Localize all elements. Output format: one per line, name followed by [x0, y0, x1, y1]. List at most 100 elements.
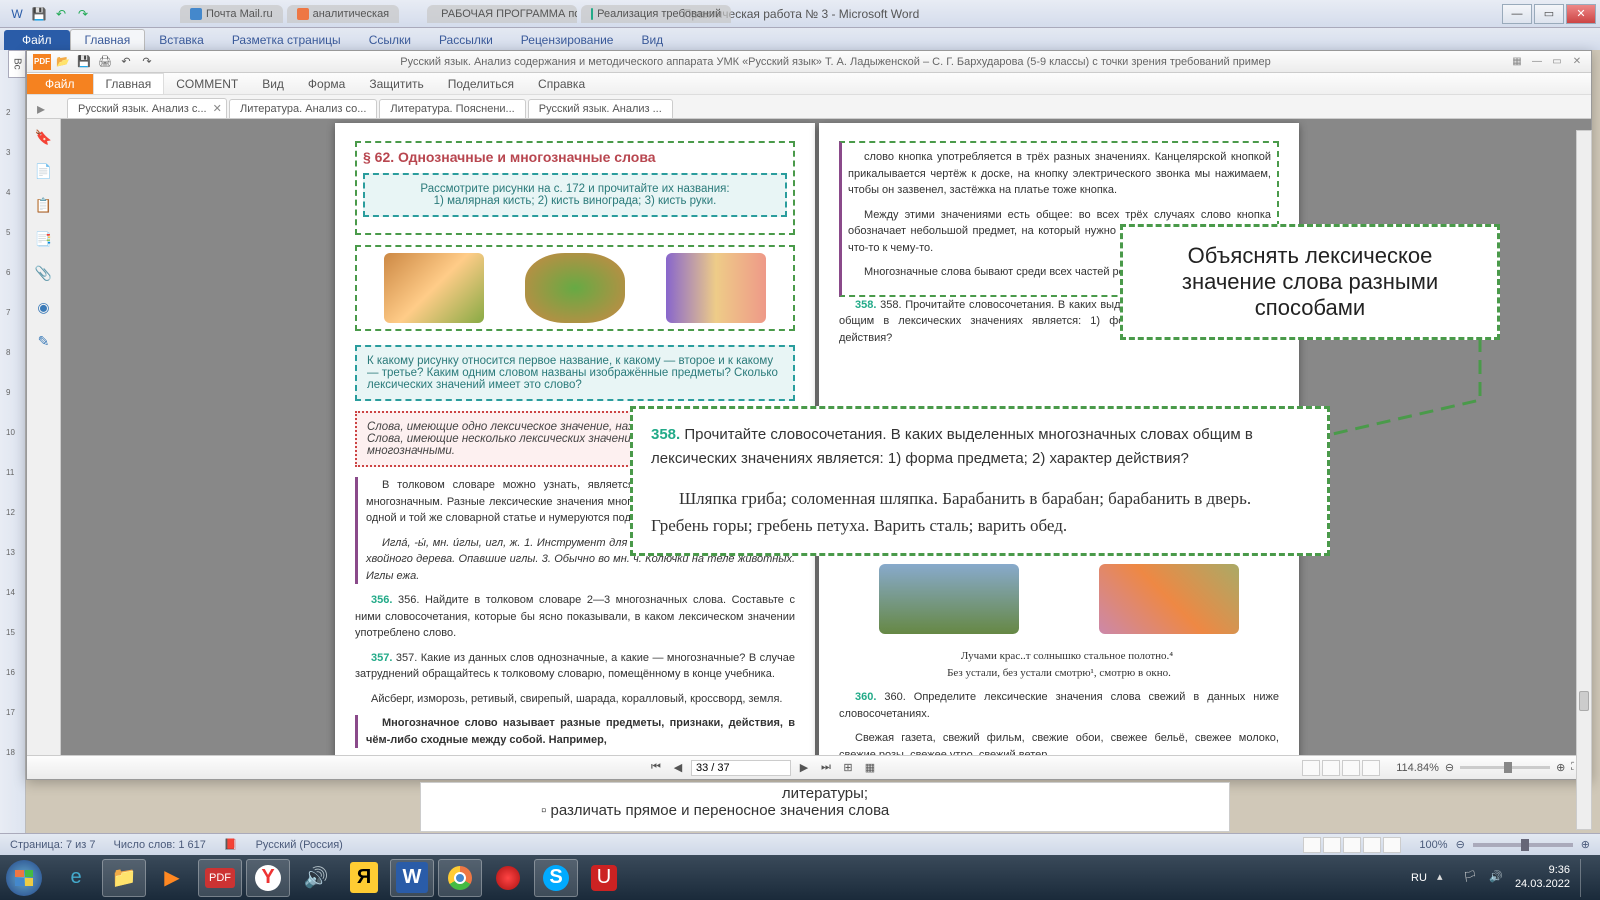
sound-icon[interactable]: 🔊 — [294, 859, 338, 897]
page-indicator[interactable]: Страница: 7 из 7 — [10, 839, 96, 851]
app-icon[interactable]: U — [582, 859, 626, 897]
word-icon[interactable]: W — [390, 859, 434, 897]
save-icon[interactable]: 💾 — [75, 54, 93, 70]
view-read[interactable] — [1323, 837, 1341, 853]
maximize-button[interactable]: ▭ — [1534, 4, 1564, 24]
zoom-out-icon[interactable]: ⊖ — [1445, 761, 1454, 774]
page-input[interactable] — [691, 760, 791, 776]
pdf-doc-tab[interactable]: Русский язык. Анализ ... — [528, 99, 673, 118]
zoom-value: 114.84% — [1396, 762, 1439, 774]
view-single[interactable] — [1302, 760, 1320, 776]
fit-icon[interactable]: ⊞ — [839, 760, 857, 776]
layout-icon[interactable]: ▦ — [1509, 55, 1525, 69]
show-desktop[interactable] — [1580, 859, 1590, 897]
pdf-tab-comment[interactable]: COMMENT — [164, 74, 250, 94]
tab-expand-icon[interactable]: ▸ — [37, 99, 45, 119]
pdf-tab-help[interactable]: Справка — [526, 74, 597, 94]
flag-icon[interactable]: 🏳 — [1463, 870, 1479, 886]
zoom-in-icon[interactable]: ⊕ — [1556, 761, 1565, 774]
date: 24.03.2022 — [1515, 878, 1570, 891]
pdf-tab-view[interactable]: Вид — [250, 74, 296, 94]
pdf-tab-file[interactable]: Файл — [27, 74, 93, 94]
pdf-tab-form[interactable]: Форма — [296, 74, 357, 94]
pdf-tab-protect[interactable]: Защитить — [357, 74, 435, 94]
pdf-icon[interactable]: PDF — [198, 859, 242, 897]
redo-icon[interactable]: ↷ — [74, 5, 92, 23]
pdf-doc-tab[interactable]: Литература. Пояснени... — [379, 99, 525, 118]
lang-indicator[interactable]: Русский (Россия) — [256, 839, 343, 851]
opera-icon[interactable] — [486, 859, 530, 897]
comments-icon[interactable]: 📑 — [34, 229, 54, 249]
print-icon[interactable]: 🖨 — [96, 54, 114, 70]
background-browser-tabs: Почта Mail.ru аналитическая РАБОЧАЯ ПРОГ… — [180, 0, 1350, 28]
pages-icon[interactable]: 📄 — [34, 161, 54, 181]
zoom-slider[interactable] — [1460, 766, 1550, 769]
pdf-tab-home[interactable]: Главная — [93, 73, 165, 94]
bookmark-icon[interactable]: 🔖 — [34, 127, 54, 147]
tray-up-icon[interactable]: ▴ — [1437, 870, 1453, 886]
open-icon[interactable]: 📂 — [54, 54, 72, 70]
pdf-tab-share[interactable]: Поделиться — [436, 74, 526, 94]
pdf-scrollbar[interactable] — [1576, 130, 1592, 830]
tab-close-icon[interactable]: ✕ — [213, 102, 222, 115]
tab-review[interactable]: Рецензирование — [507, 30, 628, 50]
clock[interactable]: 9:36 24.03.2022 — [1515, 864, 1570, 890]
pdf-close[interactable]: ✕ — [1569, 55, 1585, 69]
pdf-maximize[interactable]: ▭ — [1549, 55, 1565, 69]
ya-icon[interactable]: Я — [342, 859, 386, 897]
zoom-out-icon[interactable]: ⊖ — [1456, 838, 1465, 851]
tab-home[interactable]: Главная — [70, 29, 146, 50]
layout-icon[interactable]: ▦ — [861, 760, 879, 776]
view-cont[interactable] — [1322, 760, 1340, 776]
zoom-in-icon[interactable]: ⊕ — [1581, 838, 1590, 851]
last-page-icon[interactable]: ⏭ — [817, 760, 835, 776]
save-icon[interactable]: 💾 — [30, 5, 48, 23]
skype-icon[interactable]: S — [534, 859, 578, 897]
tab-file[interactable]: Файл — [4, 30, 70, 50]
explorer-icon[interactable]: 📁 — [102, 859, 146, 897]
word-count[interactable]: Число слов: 1 617 — [114, 839, 206, 851]
word-clipboard-peek[interactable]: Вс — [8, 50, 26, 78]
redo-icon[interactable]: ↷ — [138, 54, 156, 70]
tab-view[interactable]: Вид — [627, 30, 677, 50]
pdf-doc-title: Русский язык. Анализ содержания и методи… — [162, 56, 1509, 68]
tab-insert[interactable]: Вставка — [145, 30, 218, 50]
undo-icon[interactable]: ↶ — [52, 5, 70, 23]
close-button[interactable]: ✕ — [1566, 4, 1596, 24]
tab-layout[interactable]: Разметка страницы — [218, 30, 355, 50]
view-web[interactable] — [1343, 837, 1361, 853]
next-page-icon[interactable]: ▶ — [795, 760, 813, 776]
view-facing[interactable] — [1342, 760, 1360, 776]
first-page-icon[interactable]: ⏮ — [647, 760, 665, 776]
word-zoom[interactable]: 100% — [1419, 839, 1447, 851]
textbook-images — [355, 245, 795, 331]
pdf-doc-tab[interactable]: Русский язык. Анализ с...✕ — [67, 98, 227, 118]
yandex-icon[interactable]: Y — [246, 859, 290, 897]
undo-icon[interactable]: ↶ — [117, 54, 135, 70]
bg-tab: Реализация требований — [581, 5, 731, 23]
view-cont-facing[interactable] — [1362, 760, 1380, 776]
attach-icon[interactable]: 📎 — [34, 263, 54, 283]
start-button[interactable] — [0, 855, 48, 900]
word-zoom-slider[interactable] — [1473, 843, 1573, 847]
view-print[interactable] — [1303, 837, 1321, 853]
prev-page-icon[interactable]: ◀ — [669, 760, 687, 776]
word-list: Айсберг, изморозь, ретивый, свирепый, ша… — [355, 691, 795, 708]
view-draft[interactable] — [1383, 837, 1401, 853]
view-outline[interactable] — [1363, 837, 1381, 853]
time: 9:36 — [1515, 864, 1570, 877]
volume-icon[interactable]: 🔊 — [1489, 870, 1505, 886]
layers-icon[interactable]: 📋 — [34, 195, 54, 215]
tab-refs[interactable]: Ссылки — [355, 30, 425, 50]
minimize-button[interactable]: — — [1502, 4, 1532, 24]
sign-icon[interactable]: ✎ — [34, 331, 54, 351]
pdf-minimize[interactable]: — — [1529, 55, 1545, 69]
chrome-icon[interactable] — [438, 859, 482, 897]
lang-indicator[interactable]: RU — [1411, 872, 1427, 884]
tab-mail[interactable]: Рассылки — [425, 30, 507, 50]
stamp-icon[interactable]: ◉ — [34, 297, 54, 317]
media-icon[interactable]: ▶ — [150, 859, 194, 897]
spell-icon[interactable]: 📕 — [224, 838, 238, 851]
ie-icon[interactable]: e — [54, 859, 98, 897]
pdf-doc-tab[interactable]: Литература. Анализ со... — [229, 99, 377, 118]
